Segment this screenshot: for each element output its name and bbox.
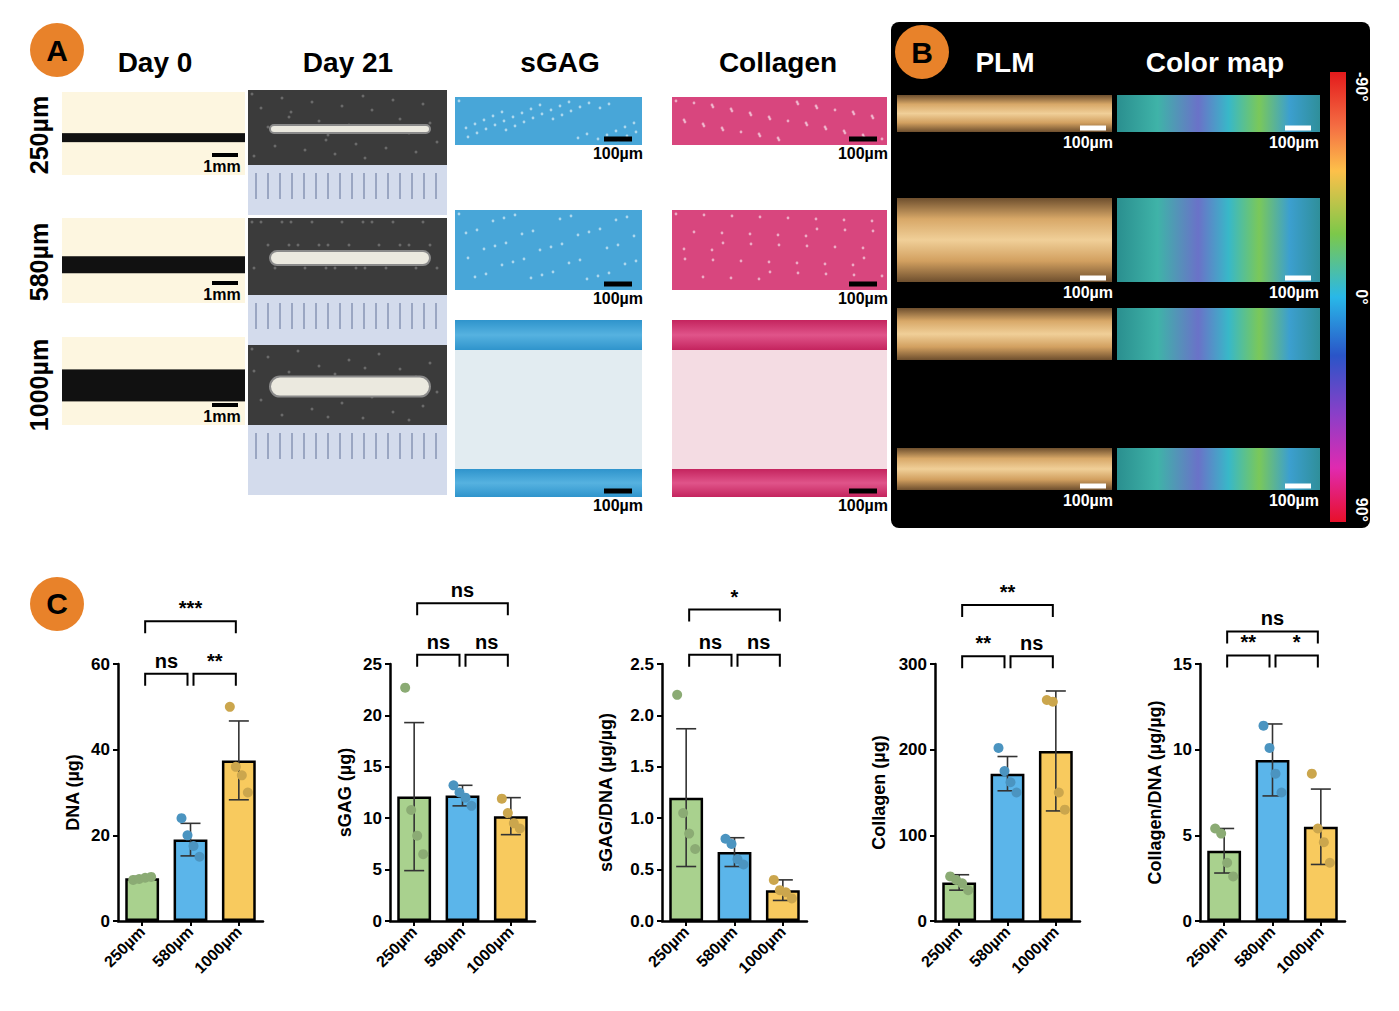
- svg-text:1mm: 1mm: [203, 286, 240, 303]
- svg-text:40: 40: [91, 740, 110, 759]
- svg-text:**: **: [976, 632, 992, 654]
- svg-text:60: 60: [91, 655, 110, 674]
- svg-text:10: 10: [363, 809, 382, 828]
- svg-text:1mm: 1mm: [203, 408, 240, 425]
- svg-text:100µm: 100µm: [1063, 134, 1113, 151]
- svg-text:**: **: [207, 650, 223, 672]
- svg-text:1000µm: 1000µm: [25, 339, 53, 431]
- svg-text:Collagen: Collagen: [719, 47, 837, 78]
- svg-text:100µm: 100µm: [1063, 492, 1113, 509]
- svg-text:A: A: [46, 34, 68, 67]
- svg-text:15: 15: [363, 757, 382, 776]
- svg-text:0.0: 0.0: [630, 912, 654, 931]
- svg-text:250µm: 250µm: [101, 923, 148, 970]
- svg-text:580µm: 580µm: [966, 923, 1013, 970]
- svg-text:1000µm: 1000µm: [735, 923, 789, 977]
- svg-text:sGAG: sGAG: [520, 47, 599, 78]
- svg-text:***: ***: [179, 597, 203, 619]
- svg-text:1000µm: 1000µm: [463, 923, 517, 977]
- svg-text:100µm: 100µm: [838, 290, 888, 307]
- svg-text:Day 21: Day 21: [303, 47, 393, 78]
- svg-text:0: 0: [101, 912, 110, 931]
- svg-text:B: B: [911, 36, 933, 69]
- svg-text:100µm: 100µm: [838, 497, 888, 514]
- svg-text:10: 10: [1173, 740, 1192, 759]
- svg-text:5: 5: [1183, 826, 1192, 845]
- svg-text:20: 20: [363, 706, 382, 725]
- svg-text:1.0: 1.0: [630, 809, 654, 828]
- svg-text:580µm: 580µm: [693, 923, 740, 970]
- svg-text:100µm: 100µm: [1269, 284, 1319, 301]
- svg-text:100µm: 100µm: [838, 145, 888, 162]
- svg-text:250µm: 250µm: [373, 923, 420, 970]
- svg-text:0: 0: [918, 912, 927, 931]
- svg-text:1000µm: 1000µm: [191, 923, 245, 977]
- svg-text:Collagen (µg): Collagen (µg): [869, 735, 889, 849]
- svg-text:0: 0: [373, 912, 382, 931]
- svg-text:1000µm: 1000µm: [1008, 923, 1062, 977]
- svg-text:15: 15: [1173, 655, 1192, 674]
- svg-text:90°: 90°: [1353, 498, 1370, 522]
- svg-text:300: 300: [899, 655, 927, 674]
- svg-text:100µm: 100µm: [593, 145, 643, 162]
- html-text:C: C: [46, 587, 68, 620]
- svg-text:2.5: 2.5: [630, 655, 654, 674]
- svg-text:250µm: 250µm: [645, 923, 692, 970]
- svg-text:250µm: 250µm: [1183, 923, 1230, 970]
- svg-text:0: 0: [1183, 912, 1192, 931]
- svg-text:ns: ns: [155, 650, 178, 672]
- svg-text:580µm: 580µm: [25, 223, 53, 301]
- svg-text:0.5: 0.5: [630, 860, 654, 879]
- svg-text:Day 0: Day 0: [118, 47, 193, 78]
- svg-text:ns: ns: [451, 579, 474, 601]
- svg-text:20: 20: [91, 826, 110, 845]
- svg-text:100µm: 100µm: [593, 497, 643, 514]
- svg-text:Color map: Color map: [1146, 47, 1284, 78]
- svg-text:ns: ns: [475, 631, 498, 653]
- svg-text:-90°: -90°: [1353, 72, 1370, 102]
- svg-text:ns: ns: [427, 631, 450, 653]
- svg-text:2.0: 2.0: [630, 706, 654, 725]
- svg-text:1.5: 1.5: [630, 757, 654, 776]
- svg-text:ns: ns: [1261, 607, 1284, 629]
- svg-text:DNA (µg): DNA (µg): [63, 754, 83, 831]
- svg-text:5: 5: [373, 860, 382, 879]
- svg-text:100µm: 100µm: [1269, 492, 1319, 509]
- svg-text:**: **: [1000, 581, 1016, 603]
- svg-text:580µm: 580µm: [421, 923, 468, 970]
- svg-text:Collagen/DNA (µg/µg): Collagen/DNA (µg/µg): [1145, 700, 1165, 884]
- svg-text:1000µm: 1000µm: [1273, 923, 1327, 977]
- svg-text:580µm: 580µm: [149, 923, 196, 970]
- svg-text:100µm: 100µm: [1063, 284, 1113, 301]
- svg-text:100: 100: [899, 826, 927, 845]
- svg-text:1mm: 1mm: [203, 158, 240, 175]
- svg-text:250µm: 250µm: [918, 923, 965, 970]
- svg-text:**: **: [1241, 631, 1257, 653]
- svg-text:200: 200: [899, 740, 927, 759]
- svg-text:580µm: 580µm: [1231, 923, 1278, 970]
- svg-text:*: *: [1293, 631, 1301, 653]
- svg-text:*: *: [731, 586, 739, 608]
- svg-text:25: 25: [363, 655, 382, 674]
- svg-text:sGAG/DNA (µg/µg): sGAG/DNA (µg/µg): [596, 713, 616, 872]
- svg-text:ns: ns: [699, 631, 722, 653]
- svg-text:100µm: 100µm: [1269, 134, 1319, 151]
- svg-text:sGAG (µg): sGAG (µg): [335, 748, 355, 837]
- svg-text:0°: 0°: [1353, 289, 1370, 304]
- svg-text:PLM: PLM: [975, 47, 1034, 78]
- svg-text:100µm: 100µm: [593, 290, 643, 307]
- svg-text:ns: ns: [747, 631, 770, 653]
- svg-text:ns: ns: [1020, 632, 1043, 654]
- svg-text:250µm: 250µm: [25, 96, 53, 174]
